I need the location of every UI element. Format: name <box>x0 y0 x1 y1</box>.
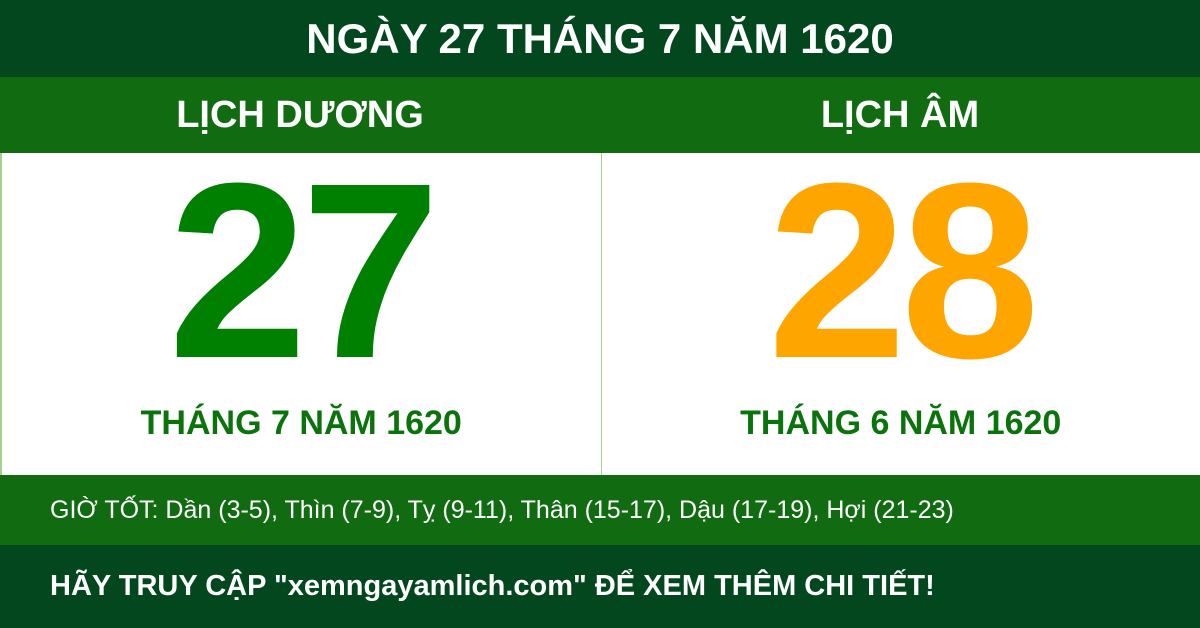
solar-month-year: THÁNG 7 NĂM 1620 <box>140 404 462 442</box>
solar-panel: 27 THÁNG 7 NĂM 1620 <box>2 131 602 475</box>
lunar-month-year: THÁNG 6 NĂM 1620 <box>740 404 1062 442</box>
solar-header: LỊCH DƯƠNG <box>176 94 424 136</box>
lunar-day: 28 <box>767 131 1040 410</box>
lunar-header: LỊCH ÂM <box>820 94 980 136</box>
lunar-panel: 28 THÁNG 6 NĂM 1620 <box>602 131 1200 475</box>
solar-day: 27 <box>168 131 440 410</box>
footer-cta: HÃY TRUY CẬP "xemngayamlich.com" ĐỂ XEM … <box>0 545 1200 628</box>
page-title: NGÀY 27 THÁNG 7 NĂM 1620 <box>0 0 1200 77</box>
calendar-body: 27 THÁNG 7 NĂM 1620 28 THÁNG 6 NĂM 1620 <box>0 131 1200 475</box>
good-hours: GIỜ TỐT: Dần (3-5), Thìn (7-9), Tỵ (9-11… <box>0 475 1200 545</box>
calendar-headers: LỊCH DƯƠNG LỊCH ÂM <box>0 77 1200 153</box>
